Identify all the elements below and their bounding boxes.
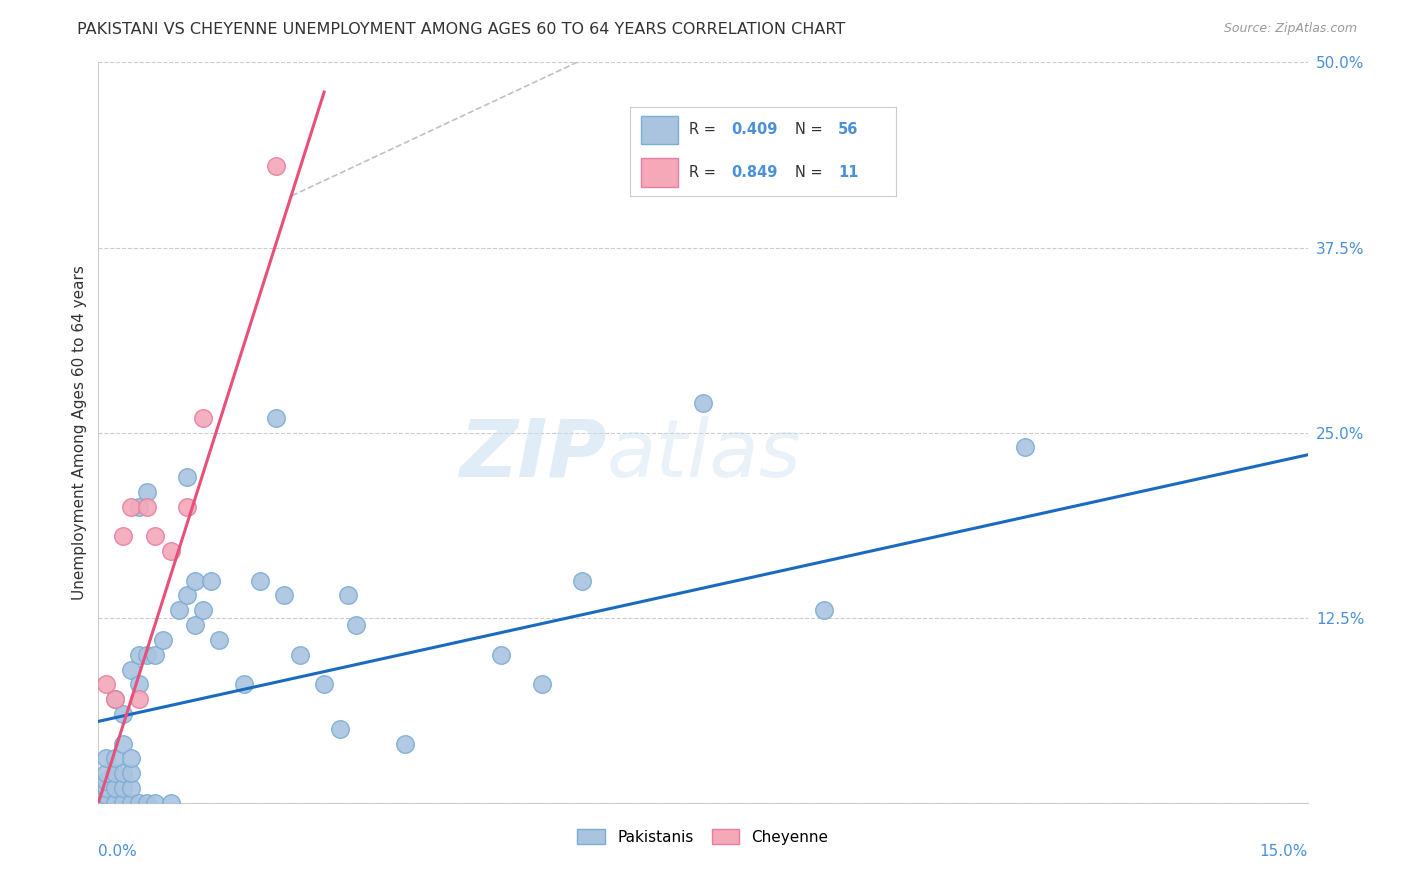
Point: [193, 603, 215, 617]
Point: [96, 751, 118, 765]
Point: [96, 796, 118, 810]
Point: [111, 706, 134, 721]
Point: [160, 544, 183, 558]
Text: Source: ZipAtlas.com: Source: ZipAtlas.com: [1223, 22, 1357, 36]
Point: [314, 677, 336, 691]
Point: [135, 484, 157, 499]
Point: [184, 618, 207, 632]
Point: [143, 648, 166, 662]
Point: [103, 766, 125, 780]
Point: [184, 574, 207, 588]
Point: [96, 677, 118, 691]
Point: [128, 648, 150, 662]
Point: [193, 410, 215, 425]
Point: [96, 773, 118, 788]
Point: [160, 796, 183, 810]
Point: [128, 796, 150, 810]
Point: [111, 737, 134, 751]
Text: ZIP: ZIP: [458, 416, 606, 494]
Point: [96, 766, 118, 780]
Text: PAKISTANI VS CHEYENNE UNEMPLOYMENT AMONG AGES 60 TO 64 YEARS CORRELATION CHART: PAKISTANI VS CHEYENNE UNEMPLOYMENT AMONG…: [77, 22, 845, 37]
Point: [135, 796, 157, 810]
Point: [120, 500, 142, 514]
Point: [571, 574, 593, 588]
Point: [692, 396, 714, 410]
Point: [337, 589, 360, 603]
Point: [128, 677, 150, 691]
Point: [167, 603, 190, 617]
Point: [103, 780, 125, 795]
Point: [135, 648, 157, 662]
Point: [111, 529, 134, 543]
Point: [103, 692, 125, 706]
Point: [120, 663, 142, 677]
Point: [208, 632, 231, 647]
Point: [120, 780, 142, 795]
Point: [200, 574, 222, 588]
Point: [264, 410, 287, 425]
Text: 15.0%: 15.0%: [1260, 844, 1308, 858]
Point: [143, 796, 166, 810]
Point: [111, 766, 134, 780]
Point: [813, 603, 835, 617]
Point: [96, 789, 118, 803]
Point: [394, 737, 416, 751]
Point: [103, 692, 125, 706]
Point: [152, 632, 174, 647]
Point: [120, 751, 142, 765]
Point: [103, 751, 125, 765]
Point: [143, 529, 166, 543]
Point: [176, 589, 198, 603]
Point: [530, 677, 553, 691]
Text: 0.0%: 0.0%: [98, 844, 138, 858]
Point: [491, 648, 513, 662]
Point: [103, 796, 125, 810]
Point: [264, 159, 287, 173]
Point: [120, 796, 142, 810]
Point: [96, 780, 118, 795]
Point: [344, 618, 367, 632]
Point: [1014, 441, 1036, 455]
Point: [273, 589, 295, 603]
Point: [176, 500, 198, 514]
Legend: Pakistanis, Cheyenne: Pakistanis, Cheyenne: [571, 822, 835, 851]
Point: [120, 766, 142, 780]
Point: [288, 648, 311, 662]
Point: [128, 500, 150, 514]
Point: [176, 470, 198, 484]
Point: [329, 722, 352, 736]
Y-axis label: Unemployment Among Ages 60 to 64 years: Unemployment Among Ages 60 to 64 years: [72, 265, 87, 600]
Point: [249, 574, 271, 588]
Point: [111, 796, 134, 810]
Point: [128, 692, 150, 706]
Point: [135, 500, 157, 514]
Point: [232, 677, 254, 691]
Text: atlas: atlas: [606, 416, 801, 494]
Point: [111, 780, 134, 795]
